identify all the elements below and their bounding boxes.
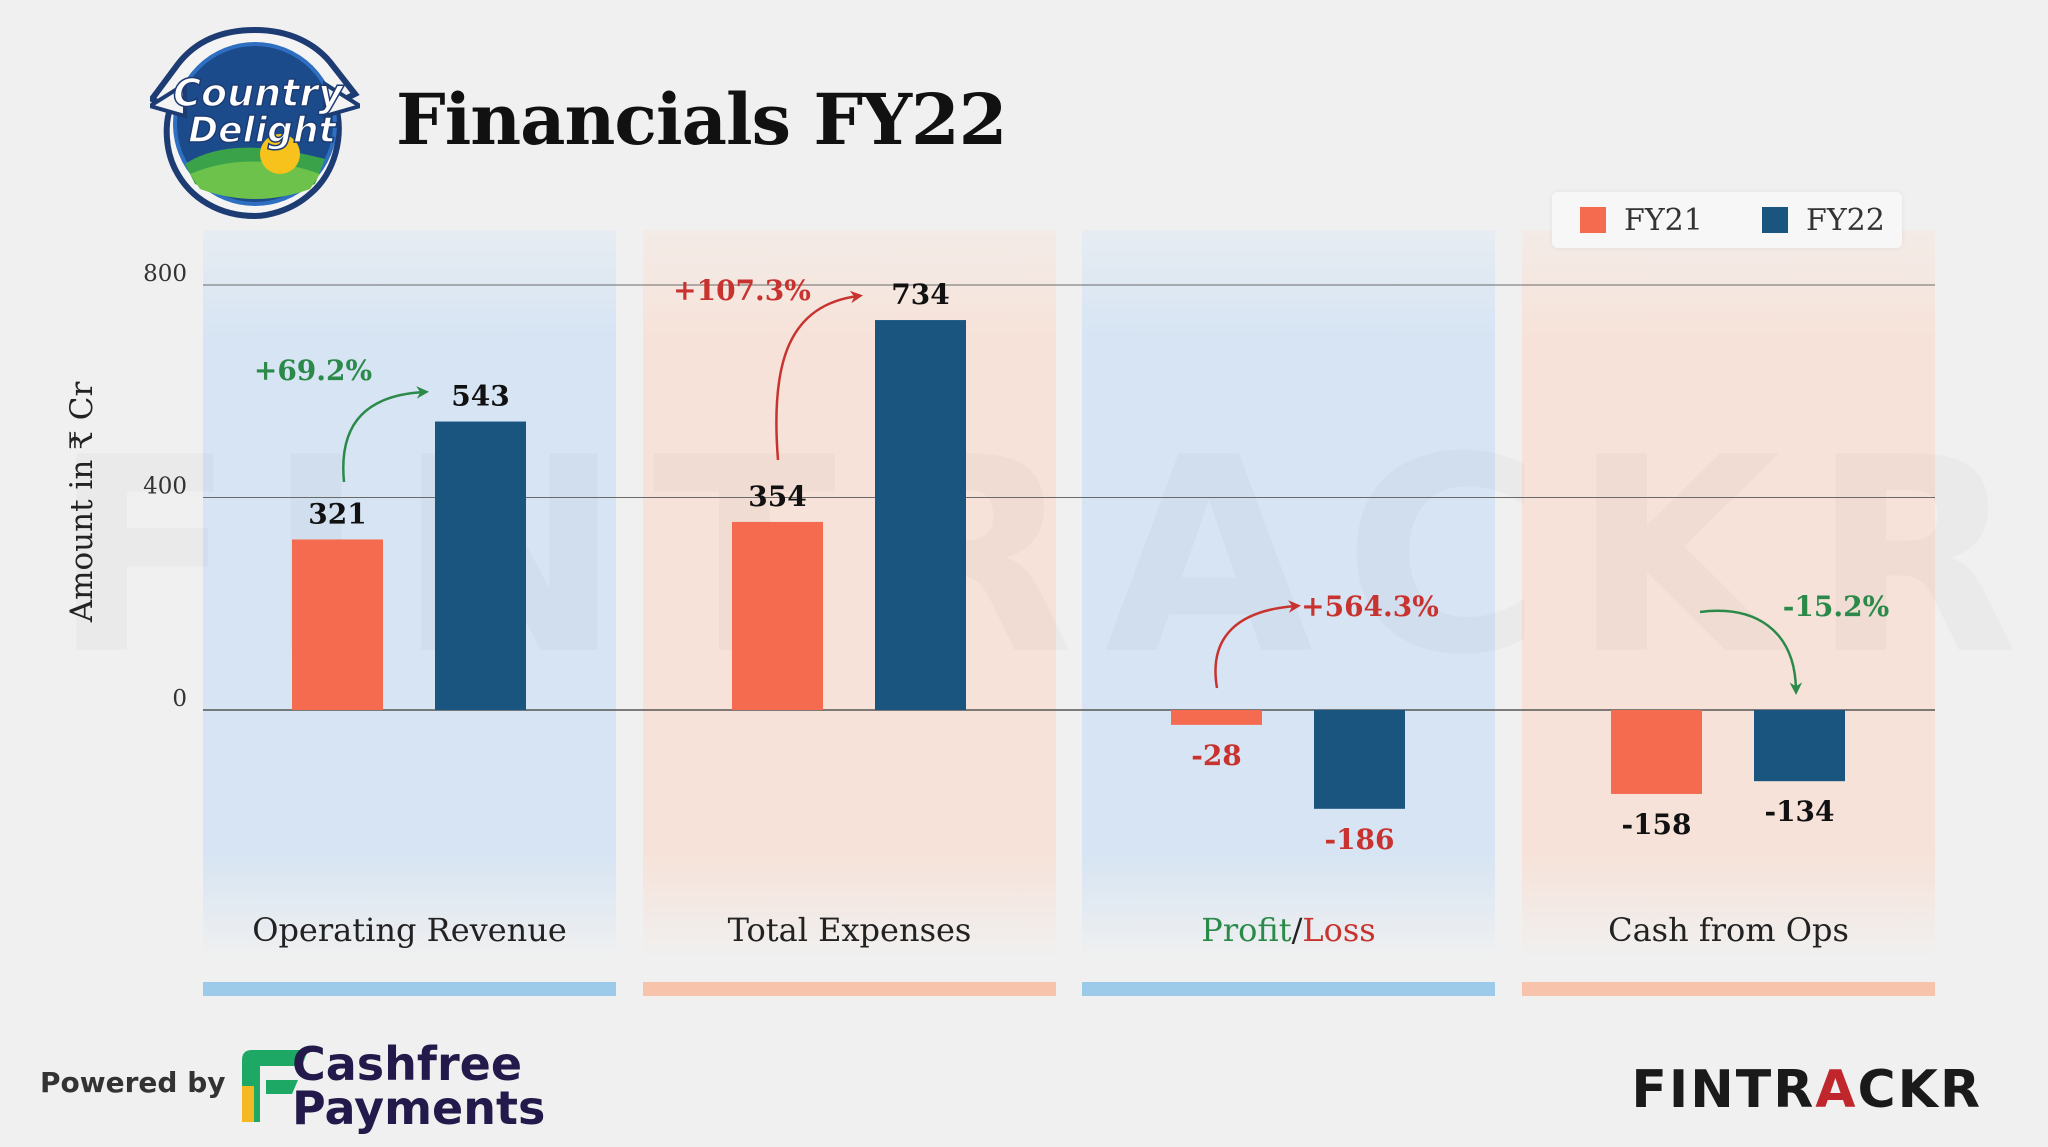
panel-1 xyxy=(643,230,1056,960)
change-label: -15.2% xyxy=(1783,590,1889,623)
bar-fy21-3 xyxy=(1611,710,1702,794)
category-label-part: / xyxy=(1292,911,1303,949)
change-label: +107.3% xyxy=(673,274,811,307)
panel-3 xyxy=(1522,230,1935,960)
page-title: Financials FY22 xyxy=(396,78,1007,161)
value-label: 321 xyxy=(308,497,366,530)
legend-swatch-fy21 xyxy=(1580,207,1606,233)
panel-strip-3 xyxy=(1522,982,1935,996)
value-label: 354 xyxy=(748,480,806,513)
value-label: -134 xyxy=(1764,795,1834,828)
bar-fy21-1 xyxy=(732,521,823,710)
svg-text:Country: Country xyxy=(173,71,345,115)
panel-strip-2 xyxy=(1082,982,1495,996)
panel-strip-0 xyxy=(203,982,616,996)
country-delight-logo: Country Delight xyxy=(145,24,365,220)
y-tick-label: 0 xyxy=(172,686,187,712)
category-label: Operating Revenue xyxy=(252,911,567,949)
legend-label-fy21: FY21 xyxy=(1624,202,1703,238)
svg-text:Delight: Delight xyxy=(188,110,337,151)
category-label: Cash from Ops xyxy=(1608,911,1849,949)
value-label: 734 xyxy=(891,278,949,311)
panel-strip-1 xyxy=(643,982,1056,996)
cashfree-wordmark-line2: Payments xyxy=(292,1081,546,1135)
change-arrow-0 xyxy=(342,386,429,483)
legend-label-fy22: FY22 xyxy=(1806,202,1885,238)
legend-item-fy21: FY21 xyxy=(1580,202,1703,238)
value-label: 543 xyxy=(451,380,509,413)
bar-fy22-1 xyxy=(875,320,966,710)
fintrackr-logo: FINTRACKR xyxy=(1631,1060,1982,1120)
powered-by-label: Powered by xyxy=(40,1066,226,1099)
change-label: +69.2% xyxy=(254,354,372,387)
category-label-part: Loss xyxy=(1302,911,1375,949)
cashfree-wordmark-line1: Cashfree xyxy=(292,1037,523,1091)
category-label: Total Expenses xyxy=(728,911,972,949)
legend: FY21 FY22 xyxy=(1552,192,1902,248)
value-label: -186 xyxy=(1324,823,1394,856)
y-tick-label: 800 xyxy=(143,261,187,287)
cashfree-logo-icon xyxy=(236,1046,314,1130)
value-label: -158 xyxy=(1621,808,1691,841)
category-label-part: Cash from Ops xyxy=(1608,911,1849,949)
y-axis-label: Amount in ₹ Cr xyxy=(64,382,100,624)
category-label: Profit/Loss xyxy=(1201,911,1375,949)
bar-fy22-0 xyxy=(435,421,526,710)
panel-2 xyxy=(1082,230,1495,960)
legend-item-fy22: FY22 xyxy=(1762,202,1885,238)
panel-0 xyxy=(203,230,616,960)
change-arrow-3 xyxy=(1699,609,1803,695)
category-label-part: Operating Revenue xyxy=(252,911,567,949)
legend-swatch-fy22 xyxy=(1762,207,1788,233)
bar-fy21-2 xyxy=(1171,710,1262,725)
cashfree-wordmark: Cashfree Payments xyxy=(292,1037,546,1135)
value-label: -28 xyxy=(1191,739,1242,772)
y-tick-label: 400 xyxy=(143,474,187,500)
bar-fy22-3 xyxy=(1754,710,1845,782)
category-label-part: Total Expenses xyxy=(728,911,972,949)
category-label-part: Profit xyxy=(1201,911,1291,949)
bar-fy22-2 xyxy=(1314,710,1405,809)
change-label: +564.3% xyxy=(1301,590,1439,623)
bar-fy21-0 xyxy=(292,539,383,710)
change-arrow-1 xyxy=(775,290,863,461)
change-arrow-2 xyxy=(1214,600,1301,689)
